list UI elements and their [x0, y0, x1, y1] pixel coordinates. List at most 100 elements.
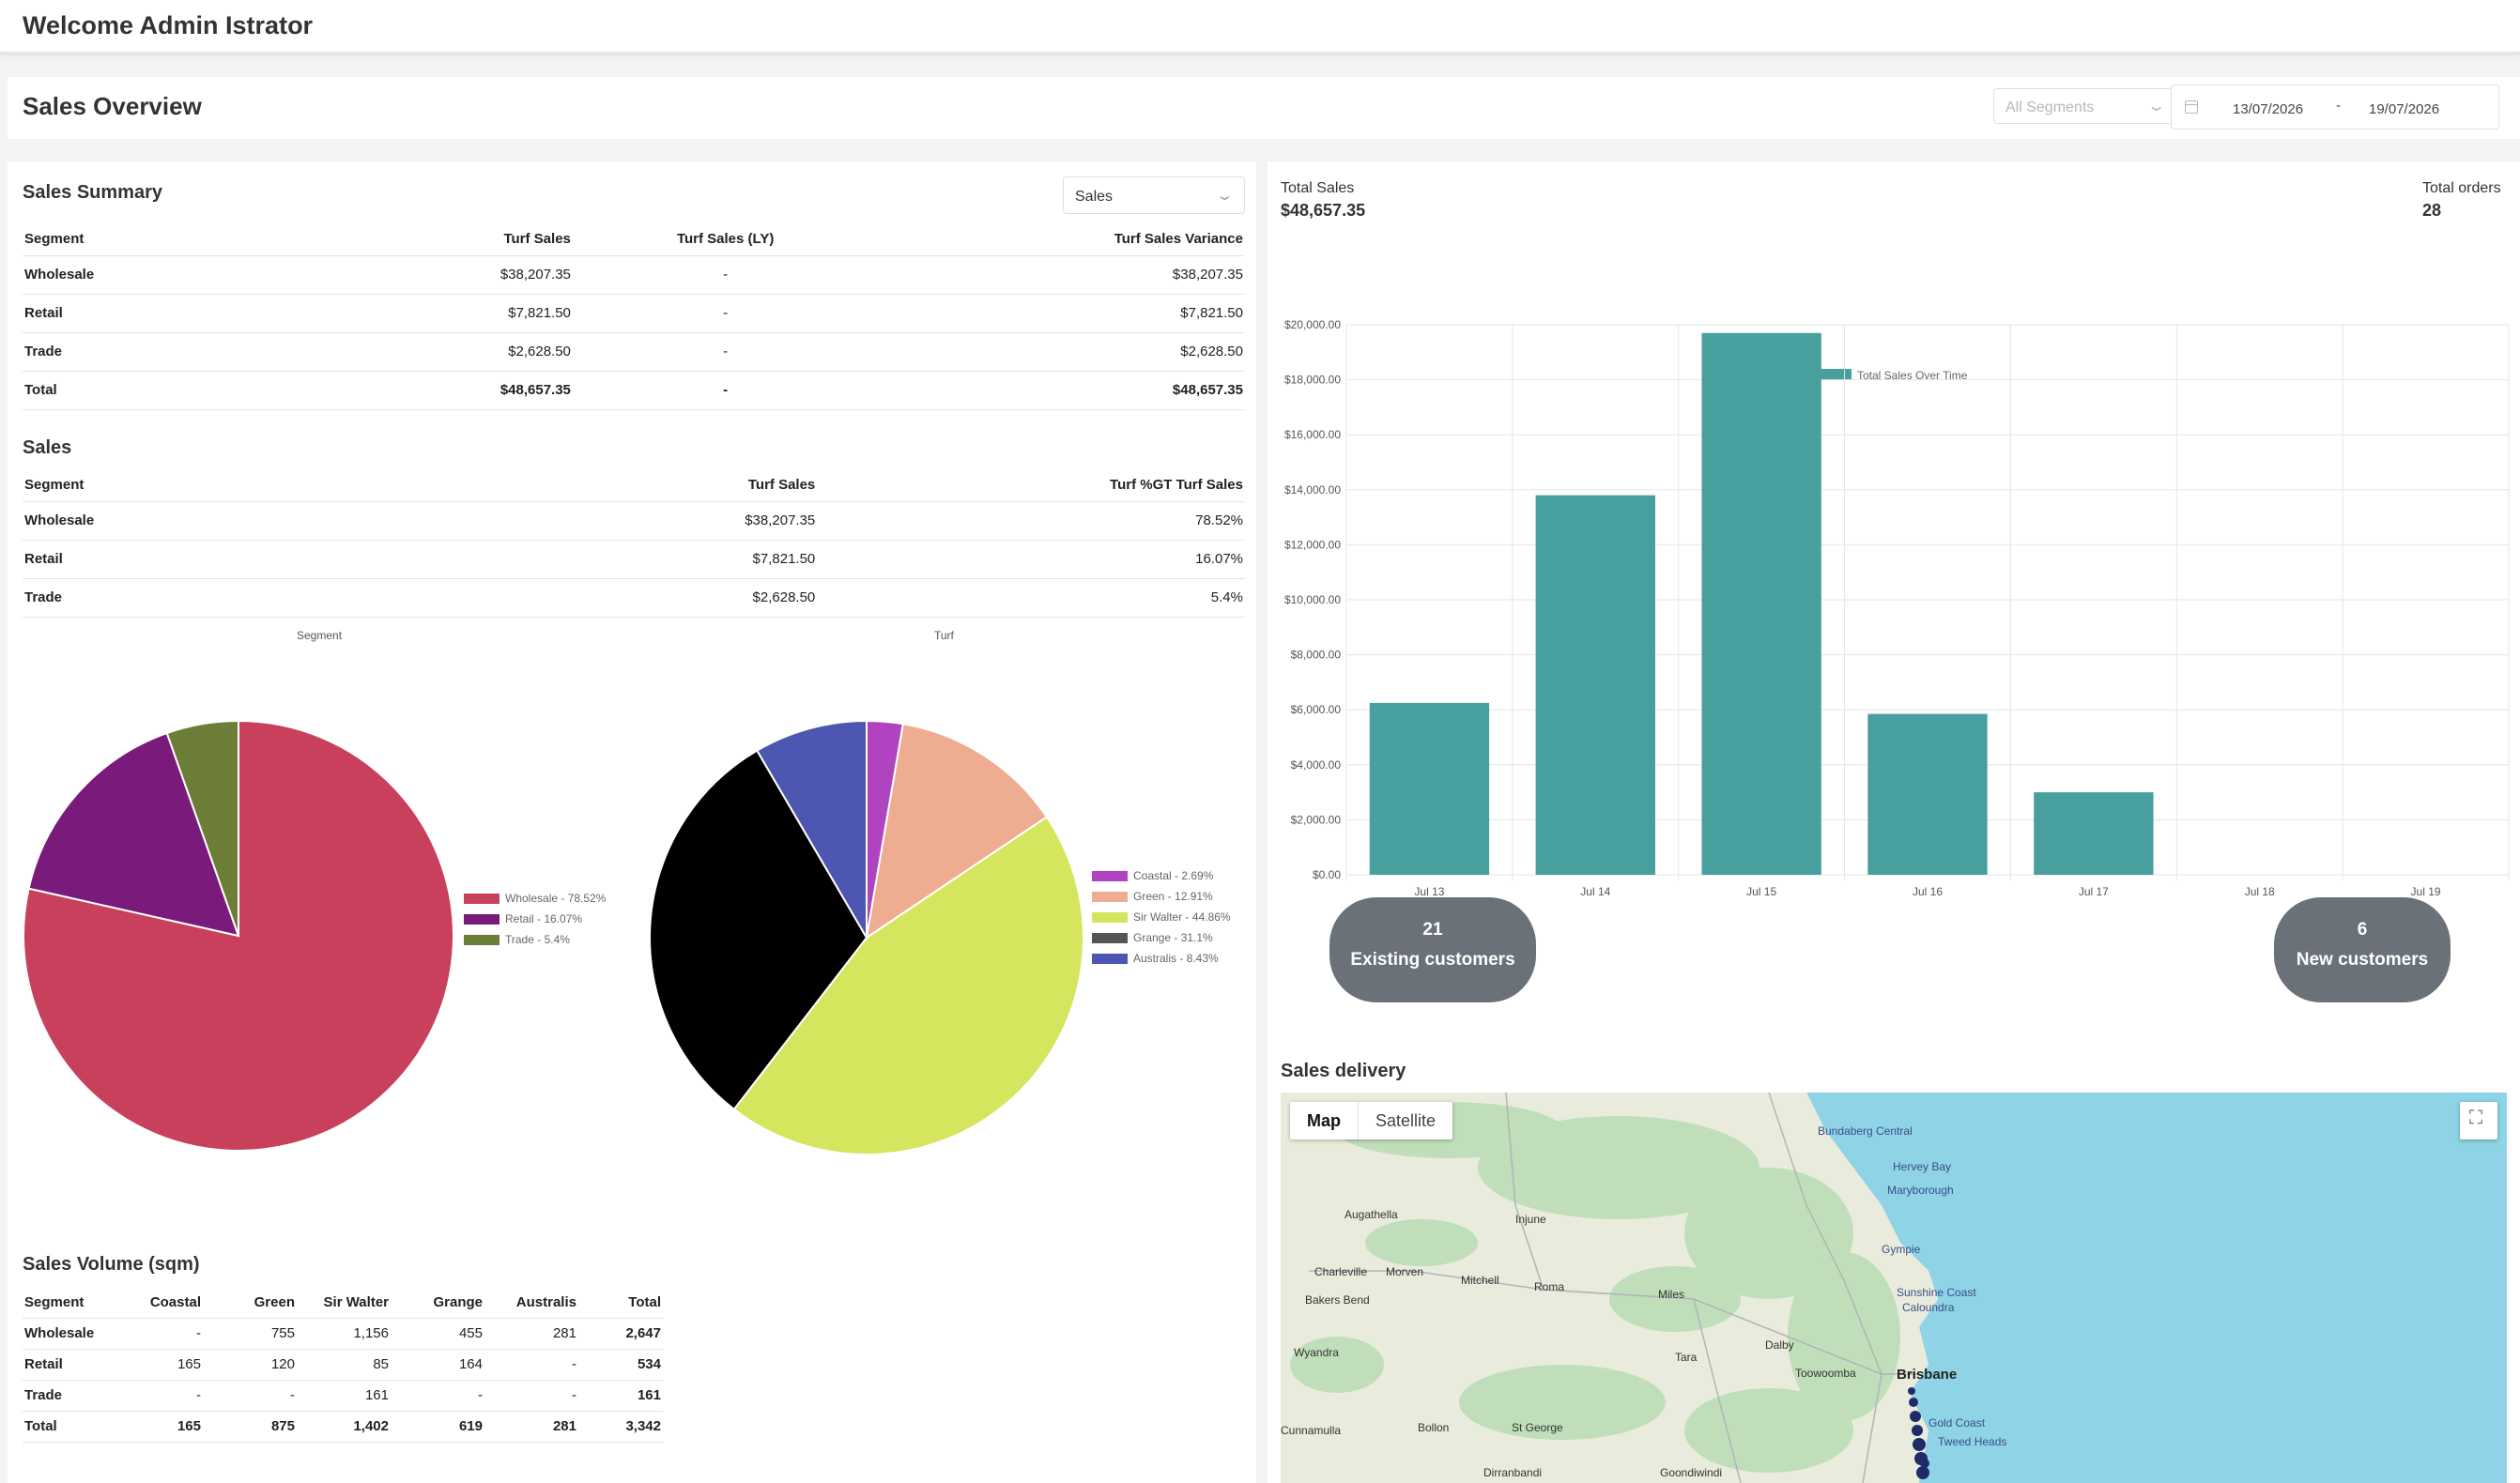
table-cell: 455 — [391, 1318, 484, 1350]
delivery-map[interactable]: Bundaberg Central Hervey Bay Maryborough… — [1281, 1093, 2507, 1483]
table-cell: Trade — [23, 332, 268, 372]
map-place-label: Roma — [1534, 1280, 1565, 1293]
bar — [1369, 702, 1490, 875]
pie-slice — [27, 731, 240, 938]
y-tick-label: $12,000.00 — [1284, 538, 1341, 551]
bar — [2034, 792, 2154, 875]
total-orders-kpi: Total orders 28 — [2422, 180, 2501, 221]
sales-summary-dropdown-value: Sales — [1075, 189, 1114, 205]
column-header: Turf Sales — [267, 223, 573, 256]
table-cell: 164 — [391, 1349, 484, 1381]
y-tick-label: $20,000.00 — [1284, 318, 1341, 331]
table-cell: 5.4% — [817, 578, 1245, 618]
table-cell: Wholesale — [23, 1318, 105, 1350]
column-header: Total — [578, 1288, 663, 1319]
x-tick-label: Jul 14 — [1580, 885, 1610, 898]
table-header-row: Segment Turf Sales Turf Sales (LY) Turf … — [23, 223, 1245, 256]
table-cell: Wholesale — [23, 255, 268, 295]
map-place-label: Tara — [1675, 1351, 1698, 1364]
segment-filter-value: All Segments — [2005, 99, 2095, 115]
legend-label: Total Sales Over Time — [1857, 369, 1968, 382]
segment-filter-select[interactable]: All Segments ⌄ — [1993, 88, 2174, 124]
table-cell: 1,402 — [297, 1411, 391, 1443]
table-row: Wholesale $38,207.35 - $38,207.35 — [23, 255, 1245, 295]
sales-summary-title: Sales Summary — [23, 182, 162, 203]
table-cell: - — [391, 1380, 484, 1412]
table-cell: Retail — [23, 540, 390, 579]
map-place-label: Gold Coast — [1928, 1416, 1986, 1429]
table-cell: Trade — [23, 1380, 105, 1412]
left-panel: Sales Summary Sales ⌄ Segment Turf Sales… — [8, 161, 1256, 1483]
legend-swatch — [464, 914, 499, 925]
map-place-label: Hervey Bay — [1893, 1160, 1952, 1173]
map-place-label: Maryborough — [1887, 1184, 1954, 1197]
table-cell: 78.52% — [817, 501, 1245, 541]
table-cell: 875 — [203, 1411, 297, 1443]
date-to[interactable]: 19/07/2026 — [2369, 101, 2440, 117]
y-tick-label: $4,000.00 — [1291, 758, 1342, 772]
segment-pie-chart — [23, 719, 454, 1152]
sales-delivery-title: Sales delivery — [1281, 1061, 1406, 1081]
x-tick-label: Jul 15 — [1746, 885, 1776, 898]
segment-pie-title: Segment — [297, 629, 343, 642]
legend-swatch — [1092, 954, 1128, 964]
pie-slice — [755, 719, 868, 941]
column-header: Turf Sales Variance — [878, 223, 1245, 256]
table-total-row: Total 165 875 1,402 619 281 3,342 — [23, 1411, 663, 1443]
table-cell: $7,821.50 — [389, 540, 818, 579]
column-header: Segment — [23, 223, 268, 256]
sales-overview-bar: Sales Overview All Segments ⌄ 13/07/2026… — [8, 77, 2520, 139]
pie-slice — [865, 723, 1049, 940]
column-header: Grange — [391, 1288, 484, 1319]
table-cell: 16.07% — [817, 540, 1245, 579]
map-place-label: Mitchell — [1461, 1274, 1499, 1287]
sales-volume-table: Segment Coastal Green Sir Walter Grange … — [23, 1288, 663, 1443]
y-tick-label: $0.00 — [1313, 868, 1341, 881]
table-cell: 120 — [203, 1349, 297, 1381]
new-customers-badge: 6 New customers — [2274, 897, 2451, 1002]
table-cell: $2,628.50 — [878, 332, 1245, 372]
table-cell: $7,821.50 — [267, 294, 573, 333]
satellite-tab[interactable]: Satellite — [1375, 1111, 1437, 1130]
y-tick-label: $6,000.00 — [1291, 703, 1342, 716]
y-tick-label: $10,000.00 — [1284, 593, 1341, 606]
table-row: Retail $7,821.50 - $7,821.50 — [23, 294, 1245, 333]
map-place-label: Injune — [1515, 1213, 1546, 1226]
legend-label: Green - 12.91% — [1133, 890, 1213, 903]
table-cell: - — [105, 1318, 203, 1350]
map-place-label: Cunnamulla — [1281, 1424, 1342, 1437]
map-place-label: Bundaberg Central — [1818, 1124, 1913, 1138]
map-place-label: Toowoomba — [1795, 1367, 1856, 1380]
bar — [1867, 713, 1988, 875]
legend-label: Sir Walter - 44.86% — [1133, 910, 1231, 924]
table-cell: - — [572, 332, 879, 372]
total-sales-kpi: Total Sales $48,657.35 — [1281, 180, 1365, 221]
legend-swatch — [1092, 871, 1128, 881]
date-range-picker[interactable]: 13/07/2026 - 19/07/2026 — [2171, 84, 2499, 130]
sales-summary-dropdown[interactable]: Sales ⌄ — [1063, 176, 1245, 214]
x-tick-label: Jul 18 — [2245, 885, 2275, 898]
map-place-label: Morven — [1386, 1265, 1424, 1278]
table-cell: Wholesale — [23, 501, 390, 541]
turf-pie-chart — [649, 719, 1084, 1155]
sales-title: Sales — [23, 437, 72, 458]
map-tab[interactable]: Map — [1290, 1102, 1359, 1139]
table-row: Retail $7,821.50 16.07% — [23, 540, 1245, 579]
table-cell: $48,657.35 — [267, 371, 573, 410]
date-from[interactable]: 13/07/2026 — [2233, 101, 2304, 117]
table-row: Trade $2,628.50 - $2,628.50 — [23, 332, 1245, 372]
column-header: Segment — [23, 469, 390, 502]
table-cell: 281 — [484, 1411, 578, 1443]
table-cell: Retail — [23, 1349, 105, 1381]
fullscreen-button[interactable]: ⛶ — [2460, 1102, 2497, 1139]
column-header: Green — [203, 1288, 297, 1319]
x-tick-label: Jul 13 — [1414, 885, 1444, 898]
bar — [1535, 495, 1655, 875]
map-place-label: Miles — [1658, 1288, 1685, 1301]
legend-swatch — [464, 935, 499, 945]
table-cell: 85 — [297, 1349, 391, 1381]
table-cell: - — [572, 371, 879, 410]
sales-summary-table: Segment Turf Sales Turf Sales (LY) Turf … — [23, 223, 1245, 410]
table-cell: 755 — [203, 1318, 297, 1350]
column-header: Sir Walter — [297, 1288, 391, 1319]
